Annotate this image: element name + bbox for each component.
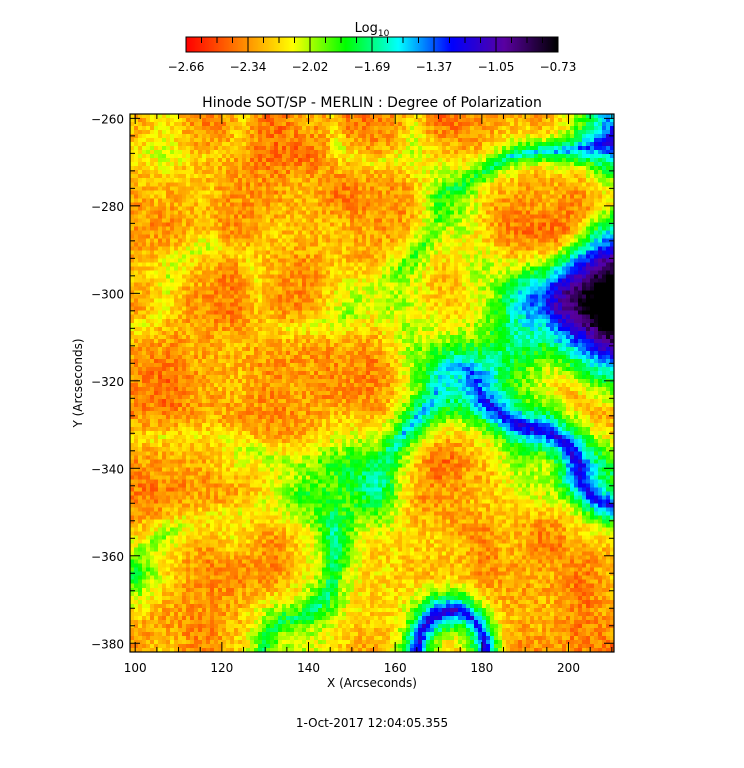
x-tick-label: 180 (470, 661, 493, 675)
x-tick-label: 100 (124, 661, 147, 675)
y-tick-label: −340 (91, 462, 124, 476)
y-axis-label: Y (Arcseconds) (71, 338, 85, 428)
colorbar-ticks: −2.66 −2.34 −2.02 −1.69 −1.37 −1.05 −0.73 (168, 37, 577, 74)
colorbar-tick-label: −1.69 (354, 60, 391, 74)
x-axis-label: X (Arcseconds) (327, 676, 417, 690)
y-tick-label: −260 (91, 112, 124, 126)
chart-title: Hinode SOT/SP - MERLIN : Degree of Polar… (202, 95, 542, 111)
y-tick-label: −360 (91, 550, 124, 564)
x-tick-label: 120 (210, 661, 233, 675)
plot-frame (129, 113, 615, 653)
axes: 100 120 140 160 180 200 −260 −280 −300 −320 −340 −3… (91, 112, 614, 675)
timestamp: 1-Oct-2017 12:04:05.355 (296, 716, 448, 730)
colorbar-tick-label: −1.05 (478, 60, 515, 74)
x-tick-label: 200 (557, 661, 580, 675)
colorbar-tick-label: −1.37 (416, 60, 453, 74)
y-tick-label: −300 (91, 287, 124, 301)
colorbar-label: Log10 (355, 21, 390, 39)
y-tick-label: −320 (91, 375, 124, 389)
polarization-heatmap (130, 114, 614, 652)
colorbar-tick-label: −2.66 (168, 60, 205, 74)
y-tick-label: −280 (91, 200, 124, 214)
x-tick-label: 140 (297, 661, 320, 675)
colorbar-tick-label: −0.73 (540, 60, 577, 74)
colorbar-tick-label: −2.02 (292, 60, 329, 74)
y-tick-label: −380 (91, 637, 124, 651)
colorbar-tick-label: −2.34 (230, 60, 267, 74)
x-tick-label: 160 (384, 661, 407, 675)
